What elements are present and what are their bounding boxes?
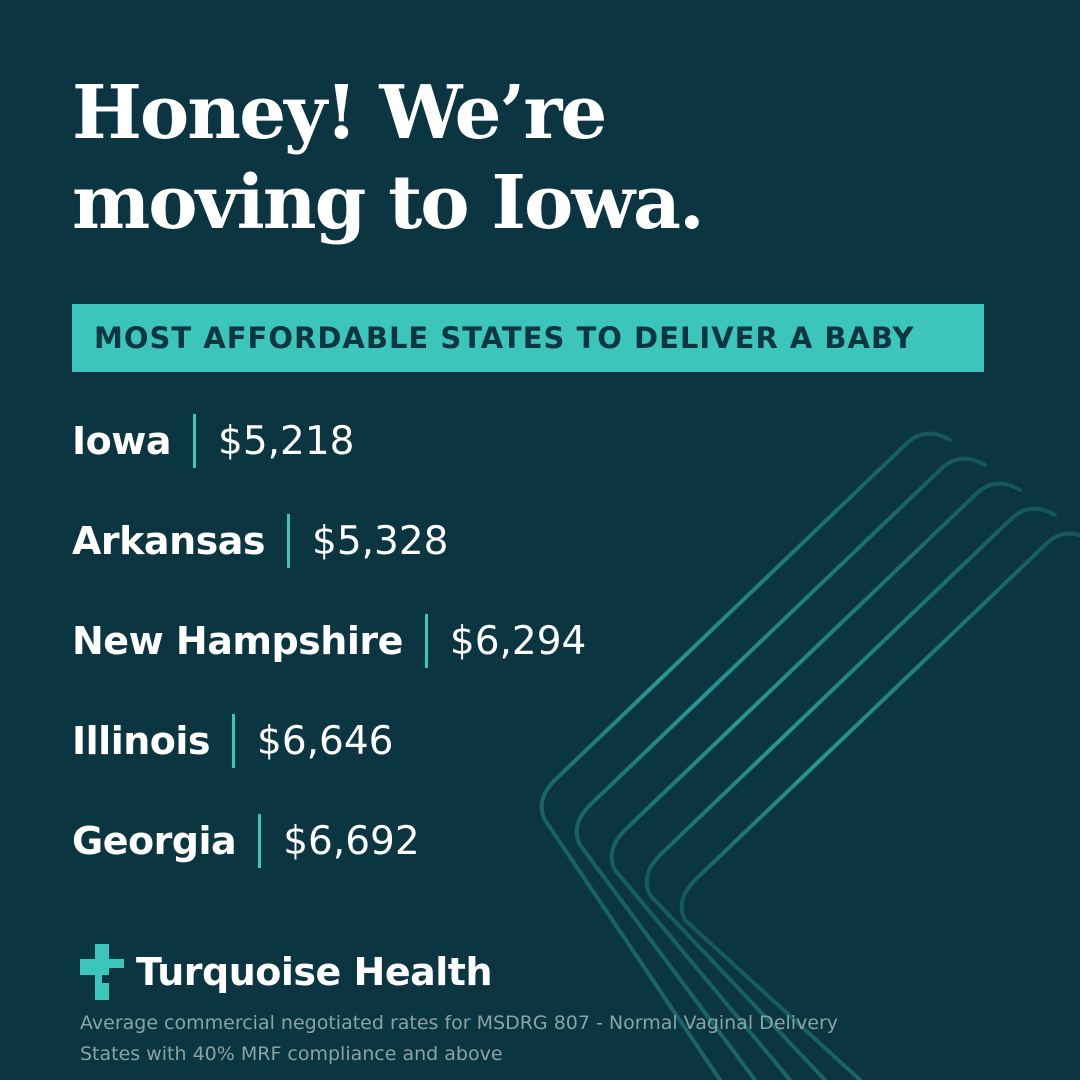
plus-cross-icon bbox=[80, 944, 124, 1000]
state-price: $6,294 bbox=[449, 618, 587, 664]
divider bbox=[258, 814, 262, 868]
brand-name: Turquoise Health bbox=[136, 950, 493, 994]
stripe bbox=[644, 506, 1057, 1080]
state-price-list: Iowa $5,218 Arkansas $5,328 New Hampshir… bbox=[72, 410, 586, 910]
divider bbox=[287, 514, 290, 568]
subtitle-banner: MOST AFFORDABLE STATES TO DELIVER A BABY bbox=[72, 304, 984, 372]
state-name: Georgia bbox=[72, 819, 237, 863]
list-item: New Hampshire $6,294 bbox=[72, 610, 586, 672]
state-name: Illinois bbox=[72, 719, 211, 763]
subtitle-text: MOST AFFORDABLE STATES TO DELIVER A BABY bbox=[94, 321, 915, 355]
state-name: Arkansas bbox=[72, 519, 266, 563]
list-item: Illinois $6,646 bbox=[72, 710, 586, 772]
list-item: Georgia $6,692 bbox=[72, 810, 586, 872]
stripe bbox=[539, 431, 952, 1080]
state-price: $6,692 bbox=[283, 818, 420, 864]
divider bbox=[193, 414, 196, 468]
headline-line-1: Honey! We’re bbox=[72, 70, 607, 156]
footnote-line: States with 40% MRF compliance and above bbox=[80, 1043, 503, 1065]
state-price: $5,328 bbox=[312, 518, 449, 564]
divider bbox=[232, 714, 236, 768]
stripe bbox=[679, 531, 1080, 1080]
list-item: Iowa $5,218 bbox=[72, 410, 586, 472]
footnote-line: Average commercial negotiated rates for … bbox=[80, 1012, 839, 1034]
headline-line-2: moving to Iowa. bbox=[72, 160, 705, 246]
state-price: $5,218 bbox=[218, 418, 355, 464]
footnotes: Average commercial negotiated rates for … bbox=[80, 1008, 838, 1070]
headline: Honey! We’re moving to Iowa. bbox=[72, 68, 705, 248]
brand-logo: Turquoise Health bbox=[80, 944, 493, 1000]
state-name: Iowa bbox=[72, 419, 172, 463]
divider bbox=[424, 614, 428, 668]
state-price: $6,646 bbox=[257, 718, 394, 764]
stripe bbox=[574, 456, 987, 1080]
list-item: Arkansas $5,328 bbox=[72, 510, 586, 572]
stripe bbox=[609, 481, 1022, 1080]
state-name: New Hampshire bbox=[72, 619, 403, 663]
